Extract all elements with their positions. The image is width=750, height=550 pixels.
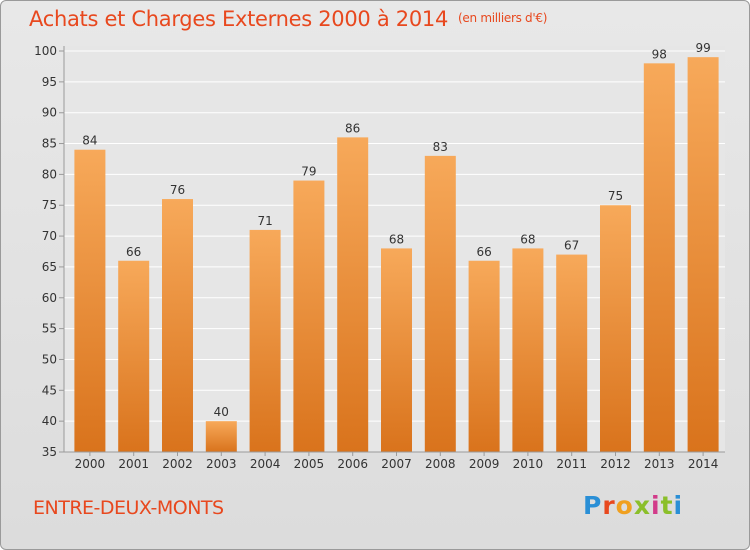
bar-2001: [118, 260, 150, 452]
bar-2012: [600, 205, 631, 452]
bar-2014: [687, 57, 719, 453]
x-tick-label: 2014: [688, 457, 719, 471]
data-label-2011: 67: [564, 239, 579, 253]
data-label-2001: 66: [126, 245, 141, 259]
bar-2007: [381, 248, 412, 452]
data-label-2010: 68: [520, 232, 535, 246]
data-label-2013: 98: [652, 47, 667, 61]
bar-2000: [74, 149, 106, 452]
x-tick-label: 2000: [75, 457, 106, 471]
x-tick-label: 2013: [644, 457, 675, 471]
data-label-2004: 71: [257, 214, 272, 228]
x-tick-label: 2007: [381, 457, 412, 471]
data-label-2000: 84: [82, 134, 97, 148]
chart-unit: (en milliers d'€): [458, 11, 548, 25]
y-tick-label: 95: [42, 75, 57, 89]
y-tick-label: 35: [42, 445, 57, 459]
data-label-2003: 40: [214, 405, 229, 419]
x-axis-ticks: 2000 2001 2002 2003 2004 2005 2006 2007 2008 2009…: [75, 452, 719, 471]
y-tick-label: 50: [42, 352, 57, 366]
y-tick-label: 75: [42, 198, 57, 212]
chart-title: Achats et Charges Externes 2000 à 2014 (e…: [29, 7, 547, 31]
x-tick-label: 2010: [513, 457, 544, 471]
bar-2004: [249, 229, 281, 452]
x-tick-label: 2002: [162, 457, 193, 471]
x-tick-label: 2005: [294, 457, 325, 471]
y-tick-label: 70: [42, 229, 57, 243]
data-labels: 84 66 76 40 71 79 86 68 83 66 68 67 75 98 99: [82, 41, 710, 419]
x-tick-label: 2006: [337, 457, 368, 471]
x-tick-label: 2012: [600, 457, 631, 471]
y-tick-label: 80: [42, 167, 57, 181]
y-tick-label: 45: [42, 383, 57, 397]
x-tick-label: 2008: [425, 457, 456, 471]
chart-title-text: Achats et Charges Externes 2000 à 2014: [29, 7, 449, 31]
bar-2013: [643, 63, 675, 452]
y-tick-label: 65: [42, 260, 57, 274]
data-label-2008: 83: [433, 140, 448, 154]
bar-2005: [293, 180, 325, 453]
y-tick-label: 55: [42, 322, 57, 336]
y-tick-label: 85: [42, 137, 57, 151]
bar-2006: [337, 137, 369, 452]
data-label-2006: 86: [345, 121, 360, 135]
bar-2003: [205, 421, 237, 452]
x-tick-label: 2011: [556, 457, 587, 471]
y-axis-ticks: 35 40 45 50 55 60 65 70 75 80 85 90 95 100: [34, 44, 64, 459]
bar-2002: [162, 199, 193, 452]
data-label-2014: 99: [695, 41, 710, 55]
data-label-2007: 68: [389, 232, 404, 246]
x-tick-label: 2001: [118, 457, 149, 471]
data-label-2009: 66: [476, 245, 491, 259]
x-tick-label: 2009: [469, 457, 500, 471]
y-tick-label: 60: [42, 291, 57, 305]
place-name: ENTRE-DEUX-MONTS: [33, 497, 224, 519]
y-tick-label: 40: [42, 414, 57, 428]
y-tick-label: 100: [34, 44, 57, 58]
bar-2008: [424, 155, 456, 452]
x-tick-label: 2004: [250, 457, 281, 471]
proxiti-logo: Proxiti: [583, 491, 684, 520]
bars: [74, 57, 719, 453]
data-label-2002: 76: [170, 183, 185, 197]
data-label-2012: 75: [608, 189, 623, 203]
bar-2010: [512, 248, 544, 452]
bar-2011: [556, 254, 588, 452]
y-tick-label: 90: [42, 106, 57, 120]
x-tick-label: 2003: [206, 457, 237, 471]
data-label-2005: 79: [301, 165, 316, 179]
bar-2009: [468, 260, 500, 452]
